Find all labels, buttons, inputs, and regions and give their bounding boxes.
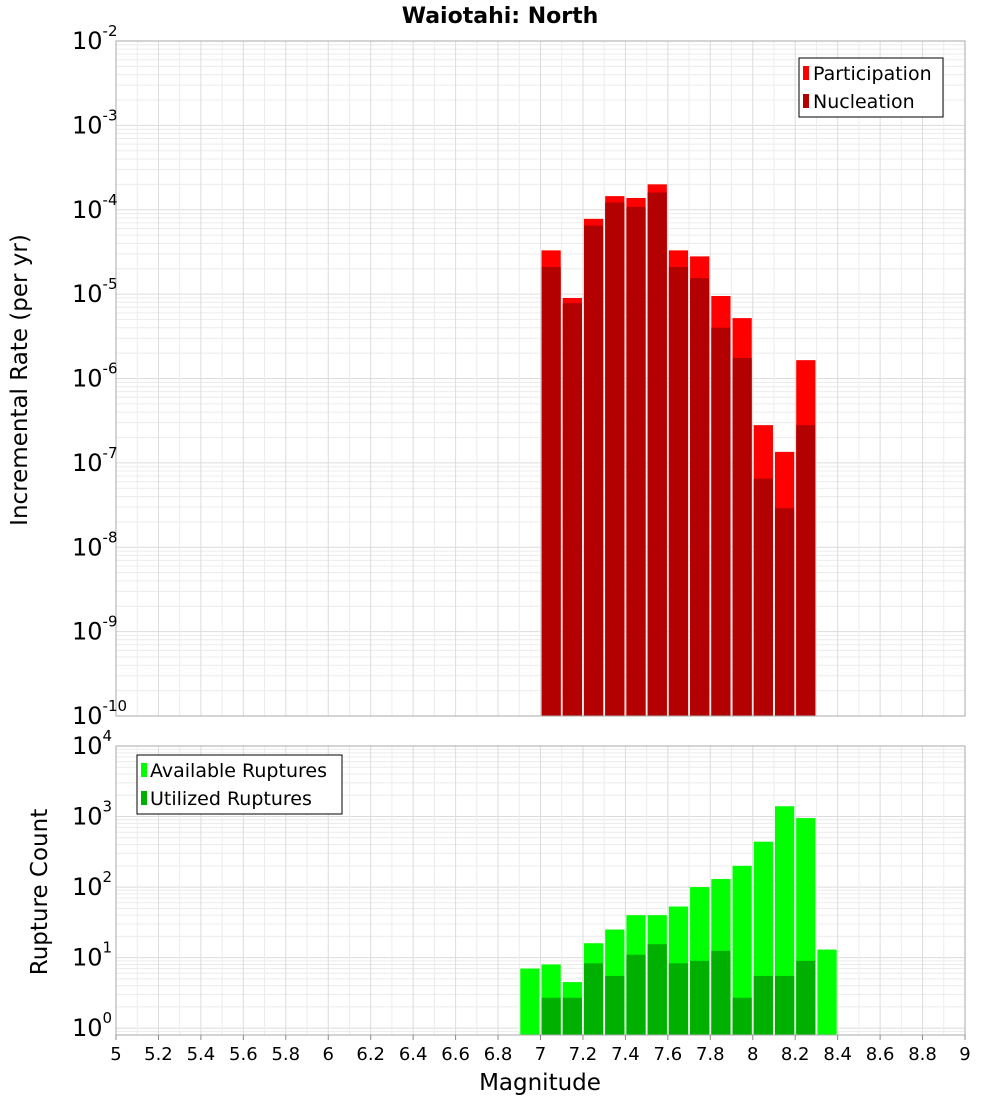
y-tick-label: 104 (72, 727, 112, 760)
bottom-bars (520, 806, 837, 1035)
x-tick-label: 6.2 (356, 1044, 385, 1065)
legend-swatch-available (141, 763, 147, 777)
bar-utilized-ruptures (605, 975, 625, 1035)
x-tick-label: 7.4 (611, 1044, 640, 1065)
bar-nucleation (626, 206, 646, 716)
y-tick-label: 101 (72, 939, 112, 972)
bar-utilized-ruptures (774, 975, 795, 1035)
bar-utilized-ruptures (626, 954, 646, 1035)
x-tick-label: 7 (535, 1044, 546, 1065)
bar-nucleation (668, 266, 689, 716)
bar-available-ruptures (732, 865, 752, 1035)
bottom-y-ticks: 100 101 102 103 104 (72, 727, 112, 1042)
x-tick-label: 5.8 (271, 1044, 300, 1065)
bar-nucleation (647, 192, 667, 717)
bar-utilized-ruptures (690, 960, 710, 1035)
bar-nucleation (690, 278, 710, 716)
x-tick-label: 6 (323, 1044, 334, 1065)
x-tick-label: 8 (747, 1044, 758, 1065)
legend-swatch-participation (803, 66, 809, 80)
x-tick-label: 7.8 (696, 1044, 725, 1065)
y-tick-label: 10-4 (72, 191, 118, 224)
y-tick-label: 10-7 (72, 444, 118, 477)
top-y-axis-label: Incremental Rate (per yr) (7, 234, 33, 526)
chart-title: Waiotahi: North (402, 4, 599, 29)
y-tick-label: 103 (72, 798, 112, 831)
x-tick-label: 8.8 (908, 1044, 937, 1065)
x-tick-label: 5 (110, 1044, 121, 1065)
legend-swatch-utilized (141, 791, 147, 805)
bar-utilized-ruptures (753, 975, 773, 1035)
legend-label-participation: Participation (813, 63, 932, 85)
x-tick-label: 5.6 (229, 1044, 258, 1065)
bar-nucleation (796, 425, 816, 716)
x-tick-label: 8.2 (781, 1044, 810, 1065)
top-legend: Participation Nucleation (798, 57, 944, 118)
y-tick-label: 10-5 (72, 275, 118, 308)
bar-nucleation (562, 303, 582, 716)
bottom-legend: Available Ruptures Utilized Ruptures (136, 754, 343, 815)
legend-label-nucleation: Nucleation (813, 91, 915, 113)
x-tick-label: 5.4 (187, 1044, 216, 1065)
y-tick-label: 100 (72, 1009, 112, 1042)
x-tick-label: 7.6 (654, 1044, 683, 1065)
x-tick-label: 6.4 (399, 1044, 428, 1065)
x-tick-label: 8.6 (866, 1044, 895, 1065)
x-axis-label: Magnitude (479, 1070, 601, 1096)
bar-utilized-ruptures (796, 960, 816, 1035)
y-tick-label: 102 (72, 868, 112, 901)
bar-nucleation (541, 266, 561, 716)
y-tick-label: 10-8 (72, 528, 118, 561)
bar-utilized-ruptures (583, 963, 604, 1035)
bar-nucleation (774, 508, 795, 716)
legend-swatch-nucleation (803, 94, 809, 108)
top-bars (541, 184, 816, 717)
bar-nucleation (711, 327, 731, 716)
bottom-panel: 100 101 102 103 104 5 5.2 5.4 5.6 5.8 6 6.2 6.4 6.6 6… (27, 727, 971, 1096)
bar-nucleation (753, 478, 773, 716)
bar-nucleation (732, 357, 752, 716)
bar-nucleation (605, 202, 625, 717)
bottom-y-axis-label: Rupture Count (27, 809, 53, 975)
top-y-ticks: 10-10 10-9 10-8 10-7 10-6 10-5 10-4 10-3 10-2 (72, 22, 127, 730)
bar-nucleation (583, 225, 604, 716)
x-tick-label: 7.2 (569, 1044, 598, 1065)
y-tick-label: 10-2 (72, 22, 118, 55)
x-tick-label: 6.6 (441, 1044, 470, 1065)
x-tick-label: 8.4 (823, 1044, 852, 1065)
bar-utilized-ruptures (711, 950, 731, 1035)
x-ticks: 5 5.2 5.4 5.6 5.8 6 6.2 6.4 6.6 6.8 7 7.2 7.4 7.6 7.8 8… (110, 1035, 971, 1065)
top-gridlines (115, 40, 966, 717)
bar-available-ruptures (817, 949, 837, 1035)
x-tick-label: 9 (959, 1044, 970, 1065)
bar-utilized-ruptures (732, 997, 752, 1035)
bar-available-ruptures (520, 968, 540, 1035)
y-tick-label: 10-9 (72, 613, 118, 646)
bar-utilized-ruptures (668, 963, 689, 1035)
y-tick-label: 10-3 (72, 106, 118, 139)
y-tick-label: 10-6 (72, 360, 118, 393)
x-tick-label: 6.8 (484, 1044, 513, 1065)
bar-utilized-ruptures (647, 944, 667, 1035)
legend-label-utilized: Utilized Ruptures (150, 788, 312, 810)
bar-utilized-ruptures (562, 997, 582, 1035)
top-panel: 10-10 10-9 10-8 10-7 10-6 10-5 10-4 10-3 10-2 In… (7, 22, 966, 730)
legend-label-available: Available Ruptures (150, 760, 327, 782)
x-tick-label: 5.2 (144, 1044, 173, 1065)
top-plot-frame (115, 40, 966, 717)
y-tick-label: 10-10 (72, 697, 127, 730)
bar-utilized-ruptures (541, 997, 561, 1035)
